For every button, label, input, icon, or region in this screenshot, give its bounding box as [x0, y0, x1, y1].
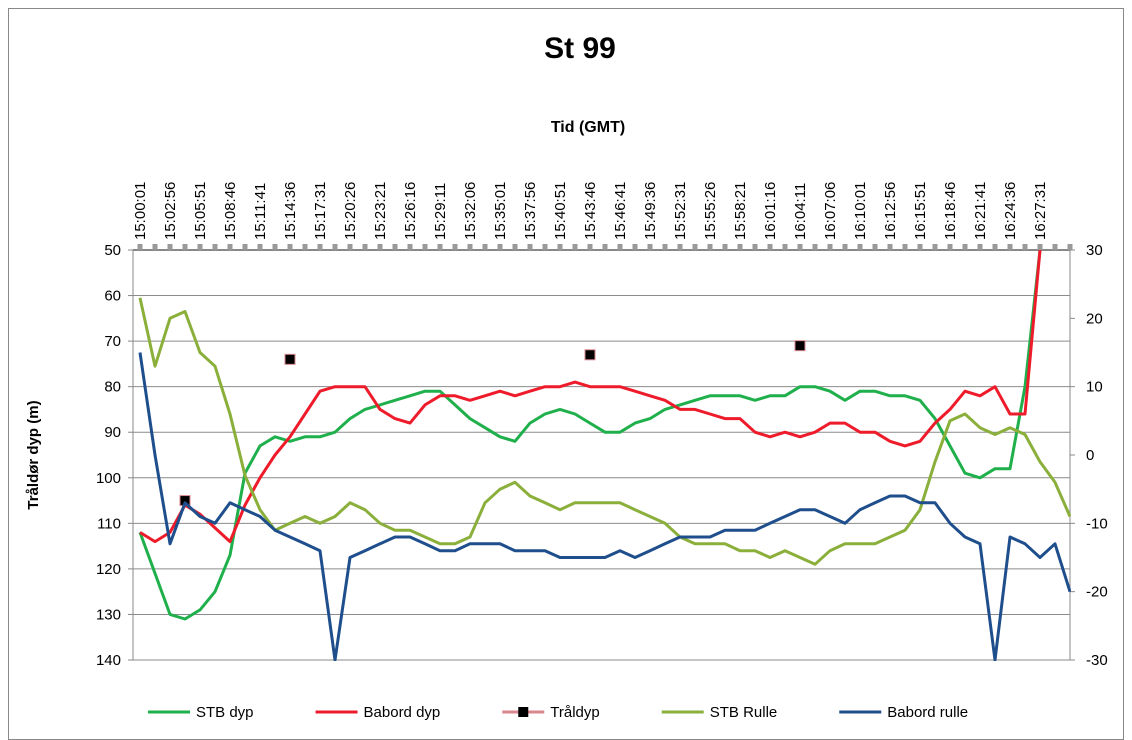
x-tick-label: 15:52:31 [672, 182, 689, 240]
y-axis-title: Tråldør dyp (m) [25, 400, 42, 509]
legend-marker [518, 707, 529, 717]
x-tick-label: 15:32:06 [462, 182, 479, 240]
series-line [138, 352, 1071, 661]
y2-tick-label: -20 [1086, 584, 1108, 601]
series-line [138, 297, 1071, 566]
y2-tick-label: 30 [1086, 242, 1103, 259]
x-tick-label: 16:27:31 [1032, 182, 1049, 240]
legend-label: Tråldyp [550, 704, 599, 721]
y2-tick-label: 0 [1086, 447, 1094, 464]
x-tick-label: 15:20:26 [342, 182, 359, 240]
series-line [138, 249, 1042, 621]
series-line [139, 249, 1042, 544]
x-tick-label: 15:37:56 [522, 182, 539, 240]
plot [138, 249, 1071, 661]
x-tick-label: 15:58:21 [732, 182, 749, 240]
y-tick-label: 120 [96, 561, 121, 578]
y-tick-label: 80 [104, 379, 121, 396]
x-tick-label: 15:11:41 [252, 183, 269, 240]
y-tick-label: 70 [104, 333, 121, 350]
x-tick-label: 16:10:01 [852, 182, 869, 240]
y2-tick-label: 20 [1086, 310, 1103, 327]
x-tick-label: 15:26:16 [402, 182, 419, 240]
y2-tick-label: -10 [1086, 515, 1108, 532]
marker [584, 349, 596, 361]
x-tick-label: 16:24:36 [1002, 182, 1019, 240]
x-tick-label: 16:01:16 [762, 182, 779, 240]
x-tick-label: 15:40:51 [552, 182, 569, 240]
legend-label: Babord dyp [364, 704, 441, 721]
x-axis-title: Tid (GMT) [551, 119, 625, 136]
x-tick-label: 15:02:56 [162, 182, 179, 240]
x-tick-label: 15:35:01 [492, 182, 509, 240]
chart-title: St 99 [544, 32, 616, 65]
y2-tick-label: 10 [1086, 379, 1103, 396]
x-tick-label: 15:29:11 [432, 183, 449, 240]
x-tick-label: 16:15:51 [912, 182, 929, 240]
y-tick-label: 140 [96, 652, 121, 669]
marker [794, 340, 806, 352]
x-tick-label: 15:08:46 [222, 182, 239, 240]
x-tick-label: 15:17:31 [312, 182, 329, 240]
x-tick-label: 15:43:46 [582, 182, 599, 240]
legend-label: STB dyp [196, 704, 254, 721]
y-tick-label: 90 [104, 424, 121, 441]
legend-label: STB Rulle [710, 704, 778, 721]
chart-frame [8, 8, 1124, 740]
x-tick-label: 16:21:41 [972, 182, 989, 240]
y2-tick-label: -30 [1086, 652, 1108, 669]
y-tick-label: 110 [97, 515, 121, 532]
x-tick-label: 16:04:11 [792, 183, 809, 240]
x-tick-label: 16:07:06 [822, 182, 839, 240]
x-tick-label: 16:12:56 [882, 182, 899, 240]
y-tick-label: 130 [96, 606, 121, 623]
x-tick-label: 15:14:36 [282, 182, 299, 240]
x-tick-label: 15:49:36 [642, 182, 659, 240]
legend-label: Babord rulle [887, 704, 968, 721]
x-tick-label: 15:46:41 [612, 182, 629, 240]
y-tick-label: 50 [104, 242, 121, 259]
x-tick-label: 15:05:51 [192, 182, 209, 240]
marker [284, 353, 296, 365]
x-tick-label: 15:00:01 [132, 182, 149, 240]
x-tick-label: 15:55:26 [702, 182, 719, 240]
x-tick-label: 15:23:21 [372, 182, 389, 240]
y-tick-label: 60 [104, 288, 121, 305]
x-tick-label: 16:18:46 [942, 182, 959, 240]
y-tick-label: 100 [96, 470, 121, 487]
legend: STB dyp Babord dyp Tråldyp STB Rulle Babord … [148, 704, 968, 721]
